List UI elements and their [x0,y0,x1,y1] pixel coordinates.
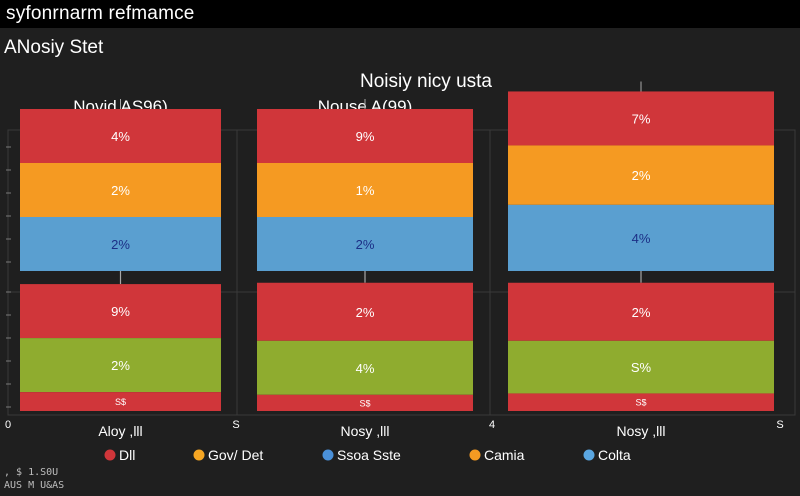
legend-marker-5 [583,449,595,461]
data-label-g3-lower-2: S% [631,360,652,375]
bar-segment-g2-lower-3 [257,394,473,411]
data-label-g2-upper-2: 1% [356,183,375,198]
data-label-g3-upper-3: 4% [632,231,651,246]
bar-segment-g1-upper-3 [20,217,221,271]
data-label-g2-lower-2: 4% [356,361,375,376]
section-title: ANosiy Stet [4,37,104,58]
data-label-g1-upper-2: 2% [111,183,130,198]
axis-label-2: S [232,419,239,431]
legend-label-2: Gov/ Det [208,447,263,463]
bar-segment-g3-upper-1 [508,91,774,146]
x-label-2: Nosy ,lll [340,423,389,439]
data-label-g3-upper-2: 2% [632,168,651,183]
legend-marker-3 [322,449,334,461]
data-label-g1-upper-3: 2% [111,237,130,252]
x-label-3: Nosy ,lll [616,423,665,439]
legend-marker-1 [104,449,116,461]
data-label-g1-lower-3: S$ [115,397,126,407]
bar-segment-g2-upper-1 [257,109,473,163]
legend-label-1: Dll [119,447,135,463]
legend-marker-2 [193,449,205,461]
bar-segment-g1-lower-1 [20,284,221,339]
bar-segment-g1-upper-2 [20,163,221,217]
bar-segment-g3-lower-3 [508,393,774,411]
data-label-g3-lower-3: S$ [635,398,646,408]
bar-segment-g1-lower-3 [20,392,221,411]
app-title: syfonrnarm refmamce [6,3,195,24]
bar-segment-g2-lower-1 [257,282,473,341]
axis-label-3: 4 [489,419,495,431]
legend-label-4: Camia [484,447,525,463]
chart-title: Noisiy nicy usta [360,71,492,92]
axis-label-4: S [776,419,783,431]
data-label-g2-upper-3: 2% [356,237,375,252]
x-label-1: Aloy ,lll [98,423,142,439]
data-label-g1-lower-1: 9% [111,304,130,319]
legend-marker-4 [469,449,481,461]
legend-label-5: Colta [598,447,631,463]
title-bar: syfonrnarm refmamce [0,0,800,28]
data-label-g1-lower-2: 2% [111,358,130,373]
bar-segment-g2-upper-3 [257,217,473,271]
bar-segment-g1-upper-1 [20,109,221,163]
axis-label-1: 0 [5,419,11,431]
legend-label-3: Ssoa Sste [337,447,401,463]
data-label-g2-lower-1: 2% [356,305,375,320]
data-label-g2-lower-3: S$ [359,398,370,408]
data-label-g3-lower-1: 2% [632,305,651,320]
footer-line-1: , $ 1.S0U [4,467,59,478]
data-label-g3-upper-1: 7% [632,111,651,126]
bar-segment-g3-lower-1 [508,282,774,341]
data-label-g2-upper-1: 9% [356,129,375,144]
bar-segment-g3-upper-3 [508,204,774,271]
bar-segment-g3-upper-2 [508,145,774,205]
footer-line-2: AUS M U&AS [4,480,65,491]
bar-segment-g2-upper-2 [257,163,473,217]
data-label-g1-upper-1: 4% [111,129,130,144]
bar-segment-g3-lower-2 [508,340,774,394]
bar-segment-g2-lower-2 [257,340,473,395]
bar-segment-g1-lower-2 [20,338,221,393]
